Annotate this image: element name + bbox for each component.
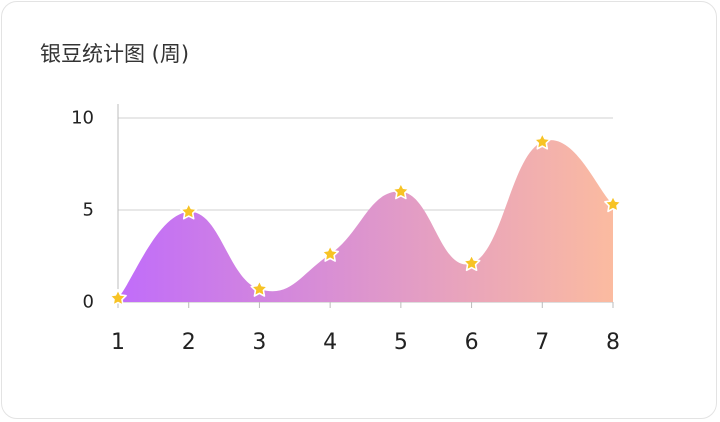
data-point-star-8[interactable] bbox=[604, 195, 622, 213]
data-point-star-2[interactable] bbox=[179, 202, 198, 220]
x-tick-label-1: 1 bbox=[111, 330, 125, 355]
x-tick-label-7: 7 bbox=[535, 330, 549, 355]
data-markers bbox=[109, 132, 622, 306]
data-point-star-5[interactable] bbox=[391, 182, 410, 200]
x-tick-label-8: 8 bbox=[606, 330, 620, 355]
data-point-star-6[interactable] bbox=[462, 254, 481, 272]
tick-labels: 0 5 10 1 2 3 4 5 6 7 8 bbox=[71, 108, 620, 356]
x-tick-label-4: 4 bbox=[323, 330, 337, 355]
y-tick-label-0: 0 bbox=[83, 292, 94, 313]
data-point-star-3[interactable] bbox=[250, 279, 269, 297]
data-point-star-4[interactable] bbox=[321, 244, 340, 262]
area-series bbox=[118, 140, 613, 302]
data-point-star-1[interactable] bbox=[109, 289, 127, 306]
x-tick-label-5: 5 bbox=[394, 330, 408, 355]
y-tick-label-5: 5 bbox=[83, 200, 94, 221]
data-point-star-7[interactable] bbox=[533, 132, 552, 150]
chart-title: 银豆统计图 (周) bbox=[40, 42, 190, 66]
x-tick-label-3: 3 bbox=[252, 330, 266, 355]
y-tick-label-10: 10 bbox=[71, 108, 94, 129]
area-fill bbox=[118, 140, 613, 302]
x-tick-label-6: 6 bbox=[465, 330, 479, 355]
x-tick-label-2: 2 bbox=[182, 330, 196, 355]
